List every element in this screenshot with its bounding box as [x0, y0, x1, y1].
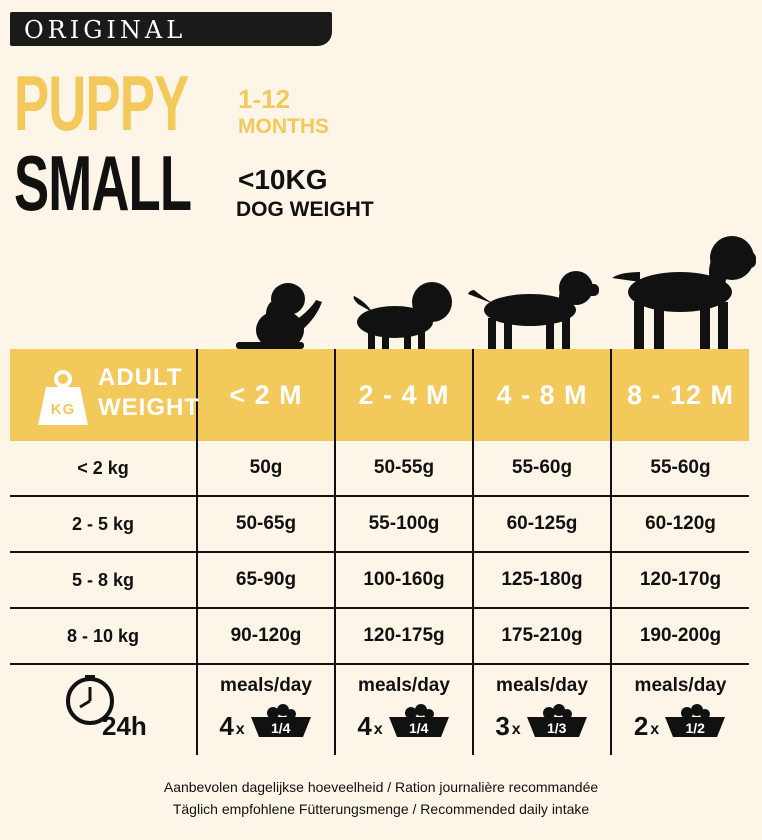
weight-limit: <10KG	[238, 164, 328, 195]
sitting-puppy-icon	[236, 283, 322, 350]
title-puppy: PUPPY	[14, 61, 189, 148]
title-small: SMALL	[14, 141, 192, 228]
table-cell: 120-175g	[334, 608, 473, 665]
table-row: 5 - 8 kg 65-90g 100-160g 125-180g 120-17…	[10, 552, 749, 609]
table-cell: 60-125g	[472, 496, 611, 553]
table-cell: 50-65g	[196, 496, 335, 553]
row-weight-label: 5 - 8 kg	[10, 552, 197, 609]
food-bowl-icon: 1/2	[663, 701, 727, 739]
age-range: 1-12	[238, 84, 291, 114]
table-cell: 60-120g	[610, 496, 749, 553]
age-column-header: 2 - 4 M	[334, 349, 473, 441]
meal-count: 2	[633, 711, 649, 741]
meal-portion: 1/3	[546, 720, 567, 736]
meal-portion: 1/4	[270, 720, 291, 736]
meal-portion: 1/4	[408, 720, 429, 736]
table-cell: 50g	[196, 441, 335, 497]
meal-multiplier: x	[235, 721, 245, 738]
table-row: < 2 kg 50g 50-55g 55-60g 55-60g	[10, 441, 749, 497]
table-cell: 55-60g	[472, 441, 611, 497]
row-weight-label: 8 - 10 kg	[10, 608, 197, 665]
meal-multiplier: x	[650, 721, 660, 738]
meals-cell: meals/day 4 x 1/4	[196, 664, 335, 755]
table-cell: 120-170g	[610, 552, 749, 609]
table-cell: 175-210g	[472, 608, 611, 665]
meals-cell: meals/day 3 x 1/3	[472, 664, 611, 755]
original-badge-text: ORIGINAL	[24, 16, 187, 44]
adult-label-line2: WEIGHT	[98, 394, 200, 421]
table-row: 2 - 5 kg 50-65g 55-100g 60-125g 60-120g	[10, 496, 749, 553]
clock-cell: 24h	[10, 664, 197, 755]
food-bowl-icon: 1/4	[387, 701, 451, 739]
table-cell: 90-120g	[196, 608, 335, 665]
meal-count: 3	[495, 711, 510, 741]
growing-puppy-icon	[468, 271, 599, 350]
feeding-table: KG ADULT WEIGHT < 2 M 2 - 4 M 4 - 8 M 8 …	[10, 349, 749, 755]
table-cell: 100-160g	[334, 552, 473, 609]
kg-icon-text: KG	[51, 401, 76, 418]
meal-multiplier: x	[511, 721, 521, 738]
meals-per-day-label: meals/day	[496, 675, 588, 696]
age-column-header: 4 - 8 M	[472, 349, 611, 441]
meals-cell: meals/day 2 x 1/2	[610, 664, 749, 755]
age-unit: MONTHS	[238, 115, 329, 138]
puppy-growth-illustration	[236, 236, 756, 350]
table-cell: 55-60g	[610, 441, 749, 497]
meals-per-day-label: meals/day	[634, 675, 727, 696]
food-bowl-icon: 1/4	[249, 701, 313, 739]
food-bowl-icon: 1/3	[525, 701, 589, 739]
meal-portion: 1/2	[685, 720, 705, 736]
table-cell: 55-100g	[334, 496, 473, 553]
table-row: 8 - 10 kg 90-120g 120-175g 175-210g 190-…	[10, 608, 749, 665]
meal-count: 4	[219, 711, 234, 741]
weight-kg-icon: KG	[38, 370, 88, 425]
meals-row: 24h meals/day 4 x 1/4 meals/day 4 x 1/4	[10, 664, 749, 755]
adult-weight-label: ADULT WEIGHT	[98, 363, 200, 423]
footer-line-1: Aanbevolen dagelijkse hoeveelheid / Rati…	[163, 779, 599, 795]
clock-icon	[66, 675, 114, 725]
table-header-row: KG ADULT WEIGHT < 2 M 2 - 4 M 4 - 8 M 8 …	[10, 349, 749, 441]
age-column-header: 8 - 12 M	[610, 349, 749, 441]
weight-label: DOG WEIGHT	[236, 198, 374, 221]
adult-label-line1: ADULT	[98, 364, 183, 391]
older-puppy-icon	[612, 236, 756, 350]
row-weight-label: 2 - 5 kg	[10, 496, 197, 553]
walking-puppy-icon	[353, 282, 452, 350]
meals-per-day-label: meals/day	[220, 675, 312, 696]
meals-cell: meals/day 4 x 1/4	[334, 664, 473, 755]
clock-24h-label: 24h	[102, 711, 147, 741]
table-cell: 125-180g	[472, 552, 611, 609]
footer-line-2: Täglich empfohlene Fütterungsmenge / Rec…	[172, 801, 590, 817]
row-weight-label: < 2 kg	[10, 441, 197, 497]
table-cell: 50-55g	[334, 441, 473, 497]
age-column-header: < 2 M	[196, 349, 335, 441]
table-cell: 65-90g	[196, 552, 335, 609]
meal-count: 4	[357, 711, 372, 741]
original-badge: ORIGINAL	[10, 12, 332, 46]
adult-weight-header: KG ADULT WEIGHT	[10, 349, 200, 441]
table-cell: 190-200g	[610, 608, 749, 665]
meal-multiplier: x	[373, 721, 383, 738]
meals-per-day-label: meals/day	[358, 675, 450, 696]
